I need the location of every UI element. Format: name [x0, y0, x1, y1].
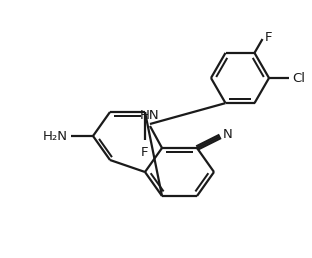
Text: Cl: Cl	[292, 71, 305, 85]
Text: HN: HN	[140, 109, 160, 122]
Text: F: F	[265, 30, 272, 44]
Text: H₂N: H₂N	[43, 130, 68, 142]
Text: F: F	[141, 146, 149, 159]
Text: N: N	[223, 127, 233, 141]
